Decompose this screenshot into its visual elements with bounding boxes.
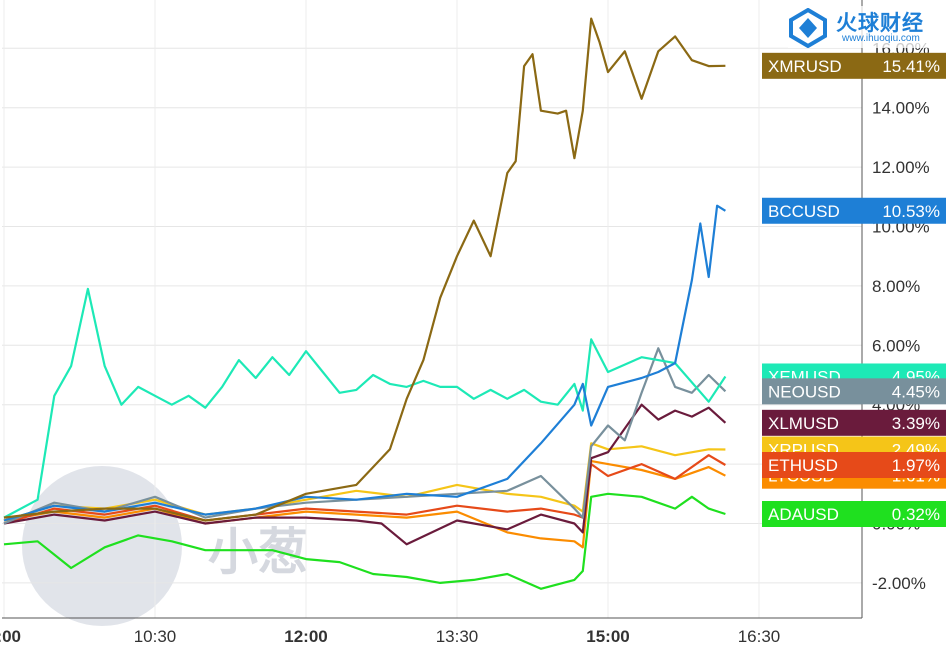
x-tick-label: 9:00 (0, 627, 21, 646)
series-line-xrpusd (3, 442, 726, 522)
end-label-value: 4.45% (892, 382, 940, 401)
logo-icon (789, 8, 827, 48)
series-end-labels: XEMUSD 4.95%XMRUSD 15.41%BCCUSD 10.53%NEOUS… (762, 52, 946, 527)
end-label-xlmusd: XLMUSD 3.39% (762, 409, 946, 436)
series-line-ltcusd (3, 460, 726, 549)
logo-text: 火球财经 (836, 11, 924, 35)
end-label-name: XMRUSD (768, 57, 842, 76)
x-tick-label: 15:00 (586, 627, 629, 646)
x-tick-label: 13:30 (436, 627, 479, 646)
series-line-xlmusd (3, 403, 727, 546)
end-label-name: BCCUSD (768, 202, 840, 221)
end-label-value: 1.97% (892, 456, 940, 475)
series-line-bccusd (3, 204, 726, 522)
end-label-name: NEOUSD (768, 382, 841, 401)
series-line-ethusd (3, 454, 726, 525)
x-tick-label: 12:00 (284, 627, 327, 646)
series-line-xemusd (3, 287, 727, 519)
end-label-name: XLMUSD (768, 414, 839, 433)
logo[interactable]: 火球财经 www.ihuoqiu.com (788, 6, 948, 48)
end-label-name: ADAUSD (768, 505, 839, 524)
end-label-neousd: NEOUSD 4.45% (762, 378, 946, 405)
y-tick-label: -2.00% (872, 574, 926, 593)
series-line-neousd (3, 347, 727, 525)
end-label-adausd: ADAUSD 0.32% (762, 500, 946, 527)
series-lines (3, 17, 727, 590)
end-label-value: 3.39% (892, 414, 940, 433)
end-label-xmrusd: XMRUSD 15.41% (762, 52, 946, 79)
x-tick-label: 10:30 (134, 627, 177, 646)
grid (2, 0, 862, 618)
watermark-text: 小葱 (208, 523, 308, 581)
logo-url: www.ihuoqiu.com (842, 33, 920, 44)
end-label-bccusd: BCCUSD 10.53% (762, 197, 946, 224)
x-tick-label: 16:30 (738, 627, 781, 646)
axes: -2.00%0.00%2.00%4.00%6.00%8.00%10.00%12.… (0, 0, 930, 646)
end-label-name: ETHUSD (768, 456, 838, 475)
y-tick-label: 6.00% (872, 336, 920, 355)
series-line-adausd (3, 492, 726, 590)
y-tick-label: 14.00% (872, 99, 930, 118)
y-tick-label: 8.00% (872, 277, 920, 296)
end-label-ethusd: ETHUSD 1.97% (762, 451, 946, 478)
end-label-value: 10.53% (882, 202, 940, 221)
series-line-xmrusd (3, 17, 726, 522)
end-label-value: 0.32% (892, 505, 940, 524)
end-label-value: 15.41% (882, 57, 940, 76)
y-tick-label: 12.00% (872, 158, 930, 177)
